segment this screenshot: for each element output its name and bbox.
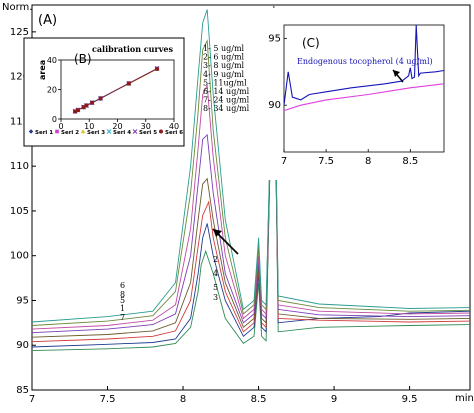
inset-c-background (257, 8, 467, 180)
concentration-legend: 1- 5 ug/ml2- 6 ug/ml3- 8 ug/ml4- 9 ug/ml… (203, 44, 250, 113)
inset-c-x-tick-label: 8.5 (402, 156, 418, 167)
inset-c-annotation: Endogenous tocopherol (4 ug/ml) (297, 57, 433, 66)
curve-label-right: 2 (213, 255, 218, 264)
inset-c-series (283, 24, 445, 112)
main-panel-label: (A) (38, 13, 57, 28)
inset-b-legend-marker (80, 129, 86, 134)
inset-c-x-tick-label: 7.5 (318, 156, 334, 167)
inset-b-legend-label: Seri 3 (87, 130, 105, 136)
inset-b-legend-label: Seri 1 (35, 130, 53, 136)
inset-b-ylabel: area (38, 60, 47, 80)
curve-label-left: 7 (120, 313, 125, 322)
main-y-tick-label: 100 (10, 251, 29, 262)
inset-b-legend-marker (159, 129, 163, 134)
inset-c-y-tick-label: 95 (268, 33, 281, 44)
inset-b-point (75, 108, 80, 113)
main-xlabel: min (455, 393, 474, 404)
inset-c-plot-area (283, 24, 445, 153)
main-arrow-head (213, 229, 222, 237)
concentration-legend-item: 5- 11ug/ml (203, 78, 247, 87)
inset-c-panel-label: (C) (302, 36, 320, 50)
concentration-legend-item: 8- 34 ug/ml (203, 104, 250, 113)
concentration-legend-item: 1- 5 ug/ml (203, 44, 245, 53)
curve-label-left: 1 (120, 304, 125, 313)
inset-c-y-tick-label: 90 (268, 100, 281, 111)
inset-b-x-tick-label: 20 (112, 122, 122, 131)
inset-b-series (72, 66, 160, 114)
main-x-tick-label: 7.5 (100, 394, 116, 405)
concentration-legend-item: 4- 9 ug/ml (203, 70, 245, 79)
main-x-tick-label: 7 (29, 394, 35, 405)
inset-b-legend-marker (28, 129, 34, 134)
inset-b-y-tick-label: 0 (52, 115, 57, 124)
inset-b-x-tick-label: 30 (141, 122, 151, 131)
inset-b-x-tick-label: 10 (84, 122, 94, 131)
inset-b-ticks: 0 10 20 30 40 0 20 40 (47, 56, 179, 131)
inset-b-legend-label: Seri 6 (165, 130, 183, 136)
curve-label-left: 8 (120, 290, 125, 299)
curve-label-left: 5 (120, 296, 125, 305)
main-x-tick-label: 9.5 (402, 394, 418, 405)
inset-b-y-tick-label: 40 (47, 56, 57, 65)
inset-b-x-tick-label: 0 (58, 122, 63, 131)
inset-b-point (90, 100, 95, 105)
inset-b-legend-label: Seri 2 (61, 130, 79, 136)
inset-c-ticks: 7 7.5 8 8.5 90 95 (268, 33, 418, 167)
concentration-legend-item: 7- 24 ug/ml (203, 96, 250, 105)
main-y-tick-label: 110 (10, 161, 29, 172)
concentration-legend-item: 6- 14 ug/ml (203, 87, 250, 96)
concentration-legend-item: 2- 6 ug/ml (203, 53, 245, 62)
main-y-tick-label: 95 (16, 295, 29, 306)
main-x-tick-label: 9 (331, 394, 337, 405)
main-y-tick-label: 85 (16, 385, 29, 396)
inset-b-legend-marker (55, 129, 59, 134)
inset-c-series-line-blue (283, 24, 445, 106)
inset-c-series-line-magenta (283, 83, 445, 112)
curve-label-right: 4 (213, 269, 218, 278)
inset-b-legend-label: Seri 4 (113, 130, 131, 136)
main-y-tick-label: 125 (10, 27, 29, 38)
curve-label-right: 5 (213, 283, 218, 292)
inset-b-panel-label: (B) (74, 52, 92, 66)
main-series-group (31, 4, 471, 352)
inset-b-x-tick-label: 40 (169, 122, 179, 131)
inset-c-arrow-head (393, 70, 400, 77)
inset-b-legend-marker (132, 129, 138, 134)
inset-b-point (84, 103, 89, 108)
main-y-tick-label: 105 (10, 206, 29, 217)
inset-b-legend-label: Seri 5 (139, 130, 157, 136)
inset-b-background (23, 37, 185, 147)
inset-c-x-tick-label: 7 (281, 156, 287, 167)
inset-b-point (155, 66, 160, 71)
inset-b-y-tick-label: 20 (47, 86, 57, 95)
main-x-tick-label: 8.5 (251, 394, 267, 405)
main-series-line-8 (31, 4, 471, 323)
inset-b-point (98, 96, 103, 101)
main-y-tick-label: 115 (10, 116, 29, 127)
curve-label-right: 3 (213, 293, 218, 302)
inset-b-title: calibration curves (92, 44, 173, 54)
main-y-tick-label: 90 (16, 340, 29, 351)
main-x-tick-label: 8 (180, 394, 186, 405)
inset-b-legend-marker (106, 129, 112, 134)
main-x-ticks: 7 7.5 8 8.5 9 9.5 (29, 386, 418, 405)
concentration-legend-item: 3- 8 ug/ml (203, 61, 245, 70)
inset-b-legend: Seri 1 Seri 2 Seri 3 Seri 4 Seri 5 Seri 6 (28, 129, 183, 136)
main-ylabel: Norm. (2, 2, 32, 13)
inset-c-x-tick-label: 8 (365, 156, 371, 167)
curve-label-left: 6 (120, 281, 125, 290)
main-y-tick-label: 120 (10, 72, 29, 83)
inset-b-point (126, 81, 131, 86)
